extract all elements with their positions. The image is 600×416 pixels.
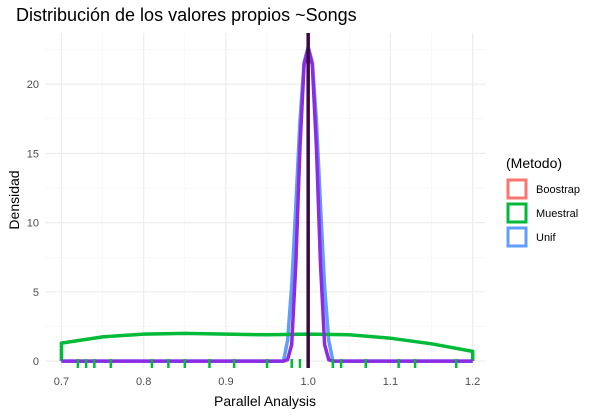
legend-label-unif: Unif: [536, 232, 557, 244]
rug-marks: [76, 359, 458, 368]
y-tick-label: 0: [33, 356, 39, 368]
y-tick-label: 5: [33, 287, 39, 299]
y-tick-label: 15: [27, 148, 39, 160]
x-tick-label: 1.2: [465, 376, 480, 388]
x-axis-title: Parallel Analysis: [214, 393, 316, 409]
y-axis-ticks: 0 5 10 15 20: [27, 79, 39, 368]
x-tick-label: 0.7: [54, 376, 69, 388]
x-axis-ticks: 0.7 0.8 0.9 1.0 1.1 1.2: [54, 376, 481, 388]
legend-key-unif: [506, 226, 528, 248]
legend-label-boostrap: Boostrap: [536, 184, 580, 196]
legend: (Metodo) Boostrap Muestral Unif: [506, 155, 580, 248]
series-line-muestral: [59, 331, 475, 362]
x-tick-label: 0.8: [136, 376, 151, 388]
y-tick-label: 10: [27, 218, 39, 230]
x-tick-label: 0.9: [218, 376, 233, 388]
x-tick-label: 1.1: [383, 376, 398, 388]
grid-lines: [45, 33, 485, 368]
legend-label-muestral: Muestral: [536, 208, 578, 220]
x-tick-label: 1.0: [301, 376, 316, 388]
legend-title: (Metodo): [506, 155, 562, 171]
y-tick-label: 20: [27, 79, 39, 91]
legend-key-muestral: [506, 202, 528, 224]
y-axis-title: Densidad: [6, 170, 22, 229]
legend-key-boostrap: [506, 178, 528, 200]
chart-title: Distribución de los valores propios ~Son…: [16, 5, 357, 25]
